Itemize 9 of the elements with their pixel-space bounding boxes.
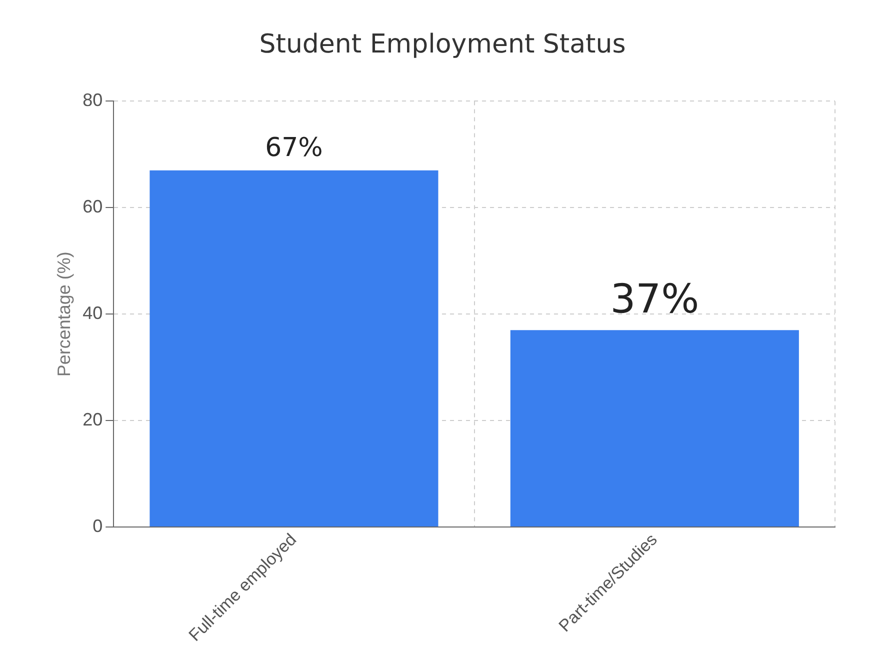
y-tick-label: 80 [82, 90, 103, 110]
chart-title: Student Employment Status [259, 29, 626, 60]
data-label: 37% [610, 276, 700, 322]
y-tick-label: 60 [82, 196, 103, 217]
y-axis-title: Percentage (%) [54, 252, 74, 377]
y-tick-label: 20 [82, 410, 103, 430]
y-tick-label: 40 [82, 303, 103, 324]
y-tick-label: 0 [92, 516, 103, 536]
data-label: 67% [265, 133, 323, 164]
